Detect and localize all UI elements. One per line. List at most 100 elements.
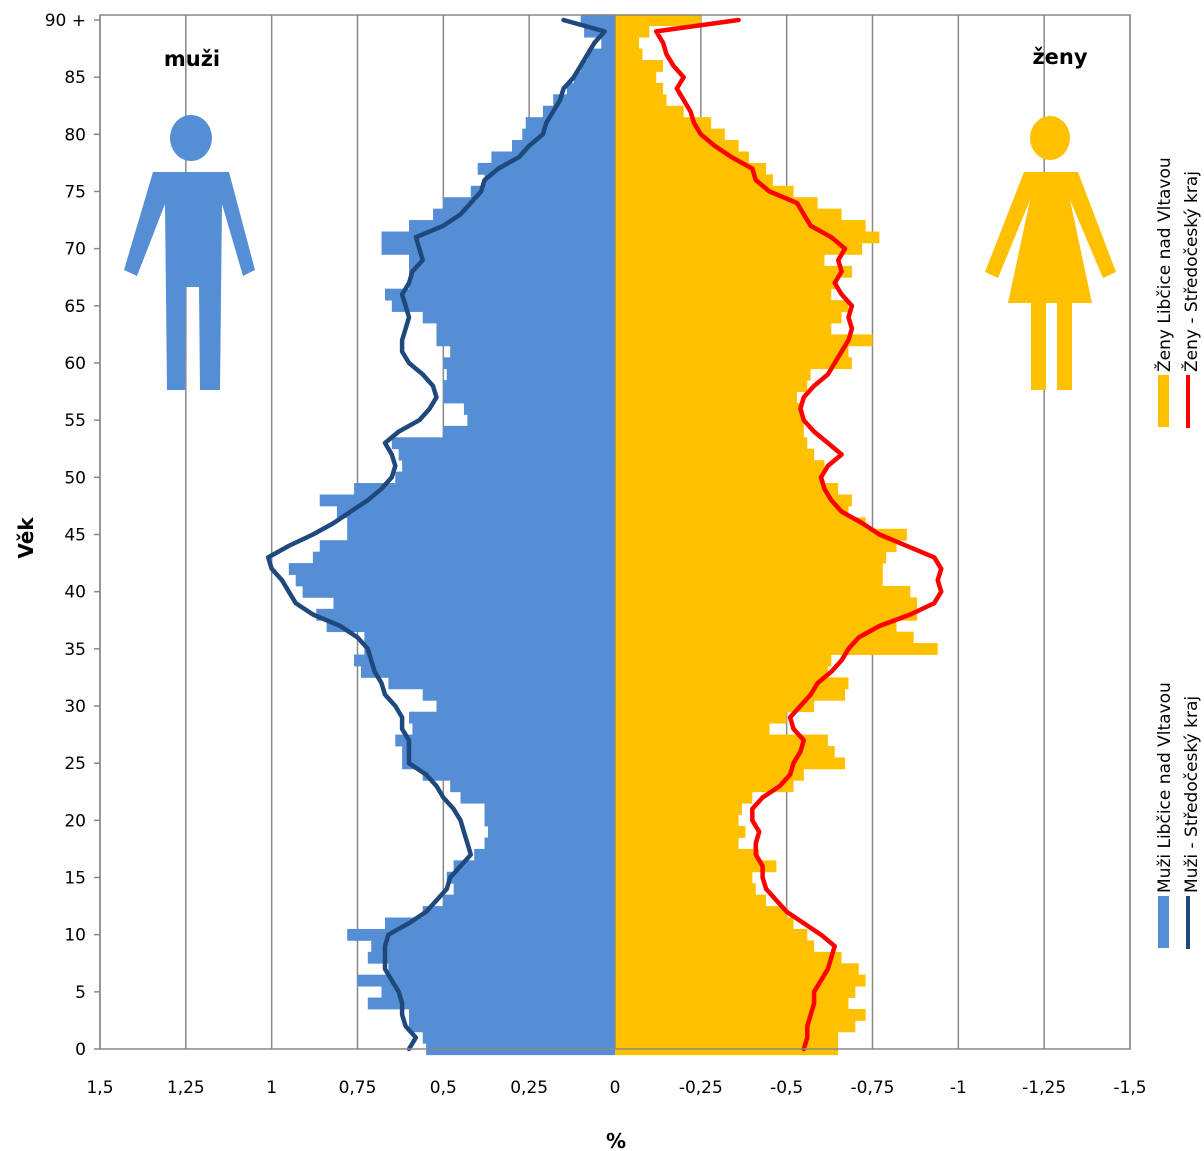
y-tick-label-5: 25 [64,754,86,774]
bar-women-age-55 [615,414,804,427]
man-silhouette-icon [124,115,255,390]
bar-women-age-15 [615,871,753,884]
bar-women-age-41 [615,574,883,587]
series-lines [265,17,944,1052]
bar-women-age-35 [615,643,938,655]
bar-women-age-18 [615,837,739,850]
legend-label-women-bar: Ženy Libčice nad Vltavou [1153,157,1175,372]
bar-women-age-84 [615,82,664,95]
x-tick-label-3: 0,75 [339,1078,377,1098]
bar-men-age-34 [354,654,615,667]
bar-women-age-23 [615,780,794,793]
bar-men-age-69 [409,254,615,267]
y-tick-label-10: 50 [64,468,86,488]
bar-women-age-6 [615,974,866,987]
bar-men-age-17 [474,848,615,861]
bar-women-age-45 [615,528,907,541]
bar-men-age-57 [443,391,615,404]
bar-women-age-26 [615,746,835,758]
y-axis-title: Věk [14,517,38,559]
legend-label-men-bar: Muži Libčice nad Vltavou [1155,682,1175,893]
bar-women-age-67 [615,277,839,290]
bar-men-age-27 [395,734,615,747]
bar-women-age-48 [615,494,852,507]
y-tick-label-18: 90 + [45,11,86,31]
y-tick-label-1: 5 [75,983,86,1003]
bar-women-age-53 [615,437,808,450]
bar-men-age-61 [450,345,615,358]
plot-frame [94,14,1131,1050]
bar-men-age-6 [357,974,615,987]
bar-women-age-16 [615,860,777,873]
bar-men-age-7 [388,963,615,976]
bar-women-age-42 [615,563,883,575]
female-label: ženy [1032,45,1087,69]
bar-women-age-43 [615,551,887,564]
y-tick-label-6: 30 [64,697,86,717]
y-tick-labels: 0 5 10 15 20 25 30 35 40 45 50 55 60 65 70 75 80 85 90 + [45,11,86,1060]
bar-women-age-88 [615,37,640,49]
bar-men-age-9 [371,940,615,953]
bar-men-age-78 [491,151,615,164]
y-tick-label-14: 70 [64,240,86,260]
bar-women-age-20 [615,814,739,827]
bar-women-age-37 [615,620,897,633]
bar-women-age-50 [615,471,821,484]
x-tick-label-2: 1 [266,1078,277,1098]
bar-men-age-62 [436,334,615,347]
bar-women-age-64 [615,311,842,324]
bar-women-age-10 [615,928,808,941]
bar-women-age-82 [615,105,684,118]
bar-women-age-4 [615,997,849,1010]
bar-men-age-5 [381,986,615,998]
bar-men-age-47 [336,505,615,518]
bar-men-age-70 [381,242,615,255]
bar-men-age-54 [443,425,615,438]
bar-women-age-49 [615,483,839,495]
bar-women-age-32 [615,677,849,690]
bar-women-age-78 [615,151,749,164]
bar-women-age-24 [615,768,804,781]
legend-label-women-line: Ženy - Středočeský kraj [1180,171,1202,372]
bar-women-age-27 [615,734,828,747]
bar-men-age-56 [463,403,615,415]
bar-men-age-39 [333,597,615,610]
y-tick-label-15: 75 [64,183,86,203]
bar-women-age-85 [615,71,657,84]
bar-women-age-34 [615,654,832,667]
bar-men-age-86 [580,60,615,72]
y-tick-label-13: 65 [64,297,86,317]
bar-women-age-71 [615,231,880,244]
bar-men-age-55 [467,414,615,427]
bar-women-age-90 [615,14,701,27]
bar-women-age-28 [615,723,770,735]
bar-women-age-3 [615,1008,866,1021]
bar-women-age-11 [615,917,794,930]
bar-men-age-21 [484,803,615,816]
bar-women-age-7 [615,963,859,976]
bar-men-age-64 [422,311,615,324]
bar-men-age-90 [580,14,615,27]
x-tick-label-6: 0 [610,1078,621,1098]
bar-women-age-25 [615,757,846,770]
bar-men-age-22 [460,791,615,804]
bar-women-age-65 [615,300,849,312]
y-tick-label-17: 85 [64,68,86,88]
bar-men-age-83 [553,94,615,107]
bar-men-age-1 [422,1031,615,1044]
bar-women-age-86 [615,60,664,72]
bar-men-age-63 [436,322,615,335]
bar-women-age-9 [615,940,815,953]
bar-women-age-17 [615,848,760,861]
legend-women: Ženy Libčice nad Vltavou Ženy - Středoče… [1153,157,1202,428]
x-tick-labels: 1,5 1,25 1 0,75 0,5 0,25 0 -0,25 -0,5 -0,75 -1 -1,2… [86,1078,1146,1098]
bar-women-age-54 [615,425,804,438]
x-tick-label-12: -1,5 [1113,1078,1146,1098]
bar-women-age-29 [615,711,787,724]
bar-men-age-50 [395,471,615,484]
bar-men-age-33 [360,665,615,678]
bar-women-age-21 [615,803,743,816]
bar-women-age-83 [615,94,667,107]
legend-men: Muži Libčice nad Vltavou Muži - Středoče… [1155,682,1202,949]
bar-women-age-57 [615,391,797,404]
